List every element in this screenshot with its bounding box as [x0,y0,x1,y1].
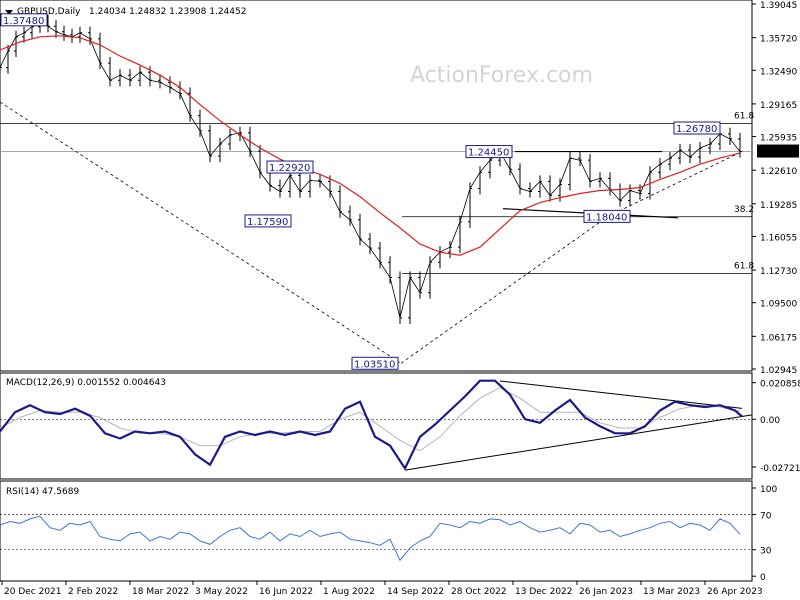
ema-series [0,35,741,256]
date-axis-label: 3 May 2022 [195,587,248,597]
price-annotation-label: 1.26780 [676,124,717,135]
date-axis-label: 18 Mar 2022 [132,587,189,597]
symbol-label: GBPUSD,Daily [17,7,81,17]
price-annotation-box [673,121,721,135]
date-axis-label: 26 Apr 2023 [707,587,763,597]
date-axis-label: 13 Mar 2023 [643,587,700,597]
macd-trendline [404,414,753,471]
price-annotation-box [266,160,314,174]
price-annotation-box [465,145,513,159]
price-axis-label: 1.32490 [760,67,797,77]
price-axis-label: 1.35720 [760,35,797,45]
price-axis-label: 1.12730 [760,267,797,277]
price-layer: 61.8 38.2 61.8 1.37480 1.22920 1.17590 1.24450… [0,13,754,370]
macd-axis-label: 0.020858 [760,380,800,390]
date-axis-label: 16 Jun 2022 [259,587,313,597]
macd-layer [0,379,753,471]
rsi-panel [0,480,753,582]
fib-label: 61.8 [734,261,754,271]
price-annotation-label: 1.22920 [269,163,310,174]
price-annotation-label: 1.37480 [3,16,44,27]
rsi-layer [0,514,752,562]
price-annotation-box [0,13,48,27]
price-annotation-box [244,214,292,228]
date-axis-label: 14 Sep 2022 [387,587,444,597]
date-axis-label: 26 Jan 2023 [579,587,633,597]
price-axis-label: 1.29165 [760,101,797,111]
macd-axis-label: -0.027213 [760,464,800,474]
rsi-axis-label: 100 [760,485,777,495]
rsi-series [0,515,741,562]
rsi-axis-label: 0 [760,573,766,583]
price-axis-label: 1.16055 [760,233,797,243]
price-axis-label: 1.22610 [760,167,797,177]
current-price-label: 1.24452 [760,149,797,159]
price-axis-label: 1.19285 [760,201,797,211]
price-axis-label: 1.09500 [760,300,797,310]
ohlc-values: 1.24034 1.24832 1.23908 1.24452 [89,7,246,17]
rsi-label: RSI(14) 47.5689 [6,487,79,497]
fib-label: 61.8 [734,112,754,122]
price-annotation-label: 1.17590 [247,217,288,228]
macd-label: MACD(12,26,9) 0.001552 0.004643 [6,378,166,388]
macd-series [0,379,743,471]
date-axis-label: 1 Aug 2022 [323,587,375,597]
up-trendline [400,216,609,364]
price-annotation-label: 1.03510 [354,359,395,370]
price-series [0,20,741,318]
down-trendline [0,101,402,364]
macd-axis-label: 0.00 [760,416,780,426]
price-axis-label: 1.39045 [760,1,797,11]
price-panel [0,0,753,372]
price-annotation-box [583,209,631,223]
price-axis-label: 1.25935 [760,134,797,144]
fib-label: 38.2 [734,205,754,215]
watermark: ActionForex.com [410,63,593,88]
price-axis-label: 1.06175 [760,333,797,343]
macd-signal-series [0,387,741,452]
rsi-axis-label: 30 [760,547,772,557]
price-axis-label: 1.02945 [760,366,797,376]
price-annotation-box [351,356,399,370]
date-axis-label: 28 Oct 2022 [451,587,507,597]
dropdown-triangle-icon[interactable] [5,10,13,15]
price-annotation-label: 1.24450 [468,148,509,159]
macd-panel [0,372,753,480]
rsi-axis-label: 70 [760,511,772,521]
date-axis-label: 2 Feb 2022 [68,587,118,597]
date-axis-label: 20 Dec 2021 [4,587,62,597]
macd-trendline [499,380,743,409]
date-axis-label: 13 Dec 2022 [515,587,573,597]
current-price-tag [757,144,799,158]
price-annotation-label: 1.18040 [586,212,627,223]
